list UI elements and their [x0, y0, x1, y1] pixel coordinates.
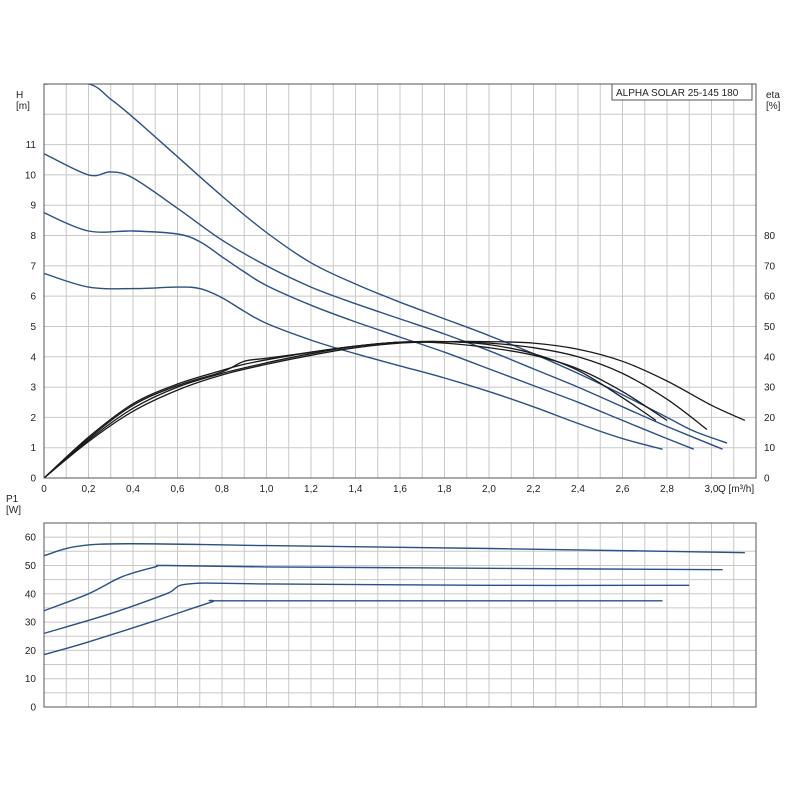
x-tick-label: 1,2	[304, 484, 318, 495]
x-tick-label: 0,4	[126, 484, 140, 495]
head-plot-frame	[43, 83, 757, 479]
y-tick-label: 3	[30, 383, 36, 394]
efficiency-axis-label: eta [%]	[766, 90, 781, 112]
power-y-tick-label: 50	[25, 561, 37, 572]
head-axis-label: H [m]	[16, 90, 30, 112]
power-axis-label: P1 [W]	[6, 494, 21, 516]
x-tick-label: 0,2	[82, 484, 96, 495]
x-tick-label: 1,4	[349, 484, 363, 495]
y2-tick-label: 60	[764, 292, 776, 303]
head-plot-tick-labels: 0 0,2 0,4 0,6 0,8 1,0 1,2 1,4 1,6 1,8 2,0 2,2 2,4 2,6…	[25, 140, 776, 495]
x-tick-label: 2,6	[616, 484, 630, 495]
head-curve-4	[44, 272, 663, 450]
y-tick-label: 11	[26, 140, 37, 151]
flow-axis-label: Q [m³/h]	[718, 484, 754, 495]
head-curve-2	[44, 153, 723, 450]
y-tick-label: 9	[30, 201, 36, 212]
head-plot-series	[44, 84, 746, 478]
y2-tick-label: 70	[764, 261, 776, 272]
power-y-tick-label: 0	[30, 703, 36, 714]
efficiency-curve-1	[44, 340, 746, 478]
y2-tick-label: 10	[764, 443, 776, 454]
y2-tick-label: 40	[764, 352, 776, 363]
power-y-tick-label: 30	[25, 618, 37, 629]
y-tick-label: 7	[30, 261, 36, 272]
power-plot-series	[44, 542, 745, 656]
x-tick-label: 1,0	[260, 484, 274, 495]
power-y-tick-label: 20	[25, 646, 37, 657]
power-y-tick-label: 10	[25, 674, 37, 685]
x-tick-label: 1,8	[438, 484, 452, 495]
y-tick-label: 5	[30, 322, 36, 333]
x-tick-label: 0,8	[215, 484, 229, 495]
y2-tick-label: 20	[764, 413, 776, 424]
x-tick-label: 2,8	[660, 484, 674, 495]
power-curve-1	[44, 542, 745, 557]
y2-tick-label: 0	[764, 474, 770, 485]
power-y-tick-label: 40	[25, 589, 37, 600]
x-tick-label: 2,2	[527, 484, 541, 495]
y-tick-label: 8	[30, 231, 36, 242]
power-curve-2	[44, 564, 723, 612]
power-curve-3	[44, 582, 690, 635]
y-tick-label: 4	[30, 352, 36, 363]
y2-tick-label: 80	[764, 231, 776, 242]
y-tick-label: 2	[30, 413, 36, 424]
x-tick-label: 0	[41, 484, 47, 495]
model-label-box	[611, 83, 753, 101]
head-curve-3	[44, 212, 694, 450]
chart-title: ALPHA SOLAR 25-145 180	[616, 88, 739, 99]
y-tick-label: 10	[25, 170, 37, 181]
y-tick-label: 0	[30, 474, 36, 485]
head-curve-1	[44, 84, 728, 444]
efficiency-curve-4	[44, 340, 657, 478]
power-plot-tick-labels: 0 10 20 30 40 50 60	[25, 533, 37, 714]
power-curve-4	[44, 599, 663, 656]
power-y-tick-label: 60	[25, 533, 37, 544]
y-tick-label: 6	[30, 292, 36, 303]
x-tick-label: 0,6	[171, 484, 185, 495]
x-tick-label: 3,0	[705, 484, 719, 495]
y2-tick-label: 30	[764, 383, 776, 394]
x-tick-label: 2,4	[571, 484, 585, 495]
head-plot-grid	[43, 83, 757, 479]
y-tick-label: 1	[30, 443, 36, 454]
power-plot-frame	[43, 522, 757, 708]
x-tick-label: 2,0	[482, 484, 496, 495]
x-tick-label: 1,6	[393, 484, 407, 495]
y2-tick-label: 50	[764, 322, 776, 333]
